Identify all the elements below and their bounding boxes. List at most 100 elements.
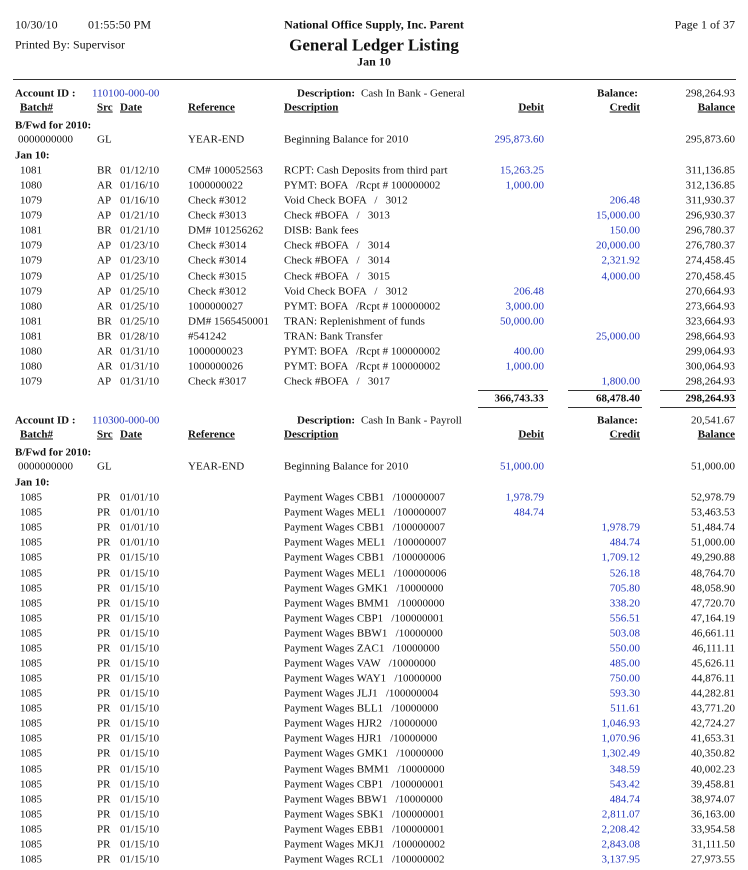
debit-cell: 400.00 — [513, 345, 544, 358]
debit-cell: 50,000.00 — [500, 315, 544, 328]
batch-cell: 1079 — [20, 375, 42, 388]
batch-cell: 1079 — [20, 254, 42, 267]
credit-cell: 503.08 — [609, 627, 640, 640]
account-id: 110100-000-00 — [92, 87, 160, 100]
total-rule — [660, 390, 736, 392]
total-rule — [568, 407, 642, 409]
debit-cell: 3,000.00 — [505, 300, 545, 313]
date-cell: 01/12/10 — [120, 164, 160, 177]
credit-cell: 15,000.00 — [596, 209, 640, 222]
credit-cell: 1,302.49 — [601, 747, 641, 760]
date-cell: 01/15/10 — [120, 808, 160, 821]
period-label: Jan 10: — [15, 476, 50, 489]
source-cell: PR — [97, 597, 111, 610]
date-cell: 01/15/10 — [120, 823, 160, 836]
source-cell: BR — [97, 224, 112, 237]
source-cell: AP — [97, 209, 112, 222]
date-cell: 01/21/10 — [120, 224, 160, 237]
credit-cell: 1,978.79 — [601, 521, 641, 534]
description-cell: DISB: Bank fees — [284, 224, 359, 237]
batch-cell: 1085 — [20, 672, 42, 685]
date-cell: 01/15/10 — [120, 551, 160, 564]
credit-cell: 484.74 — [609, 536, 640, 549]
date-cell: 01/16/10 — [120, 194, 160, 207]
date-cell: 01/15/10 — [120, 838, 160, 851]
balance-cell: 273,664.93 — [685, 300, 736, 313]
credit-cell: 1,709.12 — [601, 551, 641, 564]
balance-cell: 31,111.50 — [691, 838, 735, 851]
total-rule — [478, 390, 548, 392]
balance-cell: 49,290.88 — [691, 551, 735, 564]
description-cell: Payment Wages MEL1 /100000007 — [284, 536, 447, 549]
column-header: Batch# — [20, 101, 53, 114]
source-cell: PR — [97, 627, 111, 640]
debit-cell: 295,873.60 — [494, 133, 545, 146]
source-cell: PR — [97, 838, 111, 851]
date-cell: 01/15/10 — [120, 582, 160, 595]
description-cell: Payment Wages JLJ1 /100000004 — [284, 687, 439, 700]
date-cell: 01/31/10 — [120, 345, 160, 358]
batch-cell: 1085 — [20, 551, 42, 564]
description-cell: Payment Wages VAW /10000000 — [284, 657, 436, 670]
balance-label: Balance: — [597, 414, 638, 427]
source-cell: BR — [97, 315, 112, 328]
balance-cell: 43,771.20 — [691, 702, 735, 715]
description-cell: PYMT: BOFA /Rcpt # 100000002 — [284, 345, 441, 358]
balance-cell: 311,930.37 — [685, 194, 735, 207]
date-cell: 01/15/10 — [120, 672, 160, 685]
batch-cell: 1085 — [20, 521, 42, 534]
total-cell: 366,743.33 — [494, 392, 545, 405]
source-cell: GL — [97, 460, 112, 473]
company: National Office Supply, Inc. Parent — [284, 17, 464, 32]
date-cell: 01/01/10 — [120, 536, 160, 549]
total-rule — [660, 407, 736, 409]
credit-cell: 2,811.07 — [601, 808, 640, 821]
source-cell: PR — [97, 567, 111, 580]
description-cell: Payment Wages CBB1 /100000007 — [284, 491, 446, 504]
balance-cell: 44,876.11 — [691, 672, 735, 685]
description-cell: RCPT: Cash Deposits from third part — [284, 164, 448, 177]
description-cell: Payment Wages RCL1 /100000002 — [284, 853, 445, 866]
credit-cell: 511.61 — [610, 702, 640, 715]
balance-cell: 47,720.70 — [691, 597, 735, 610]
description-cell: Check #BOFA / 3014 — [284, 254, 390, 267]
batch-cell: 1079 — [20, 209, 42, 222]
description-label: Description: — [297, 87, 356, 100]
reference-cell: YEAR-END — [188, 133, 245, 146]
column-header: Date — [120, 428, 142, 441]
description-cell: Check #BOFA / 3013 — [284, 209, 390, 222]
description-cell: PYMT: BOFA /Rcpt # 100000002 — [284, 179, 441, 192]
source-cell: PR — [97, 672, 111, 685]
source-cell: PR — [97, 778, 111, 791]
balance-cell: 51,000.00 — [691, 536, 735, 549]
date-cell: 01/15/10 — [120, 717, 160, 730]
batch-cell: 1085 — [20, 763, 42, 776]
balance-cell: 48,764.70 — [691, 567, 735, 580]
reference-cell: YEAR-END — [188, 460, 245, 473]
date-cell: 01/15/10 — [120, 642, 160, 655]
balance-cell: 270,664.93 — [685, 285, 736, 298]
date-cell: 01/15/10 — [120, 687, 160, 700]
account-balance: 298,264.93 — [685, 87, 736, 100]
description-cell: Payment Wages CBP1 /100000001 — [284, 612, 444, 625]
description-cell: Payment Wages WAY1 /10000000 — [284, 672, 442, 685]
balance-cell: 39,458.81 — [691, 778, 735, 791]
reference-cell: 1000000023 — [188, 345, 243, 358]
debit-cell: 484.74 — [513, 506, 544, 519]
description-label: Description: — [297, 414, 356, 427]
reference-cell: Check #3013 — [188, 209, 247, 222]
credit-cell: 2,321.92 — [601, 254, 641, 267]
description-cell: TRAN: Replenishment of funds — [284, 315, 425, 328]
balance-cell: 27,973.55 — [691, 853, 735, 866]
date-cell: 01/21/10 — [120, 209, 160, 222]
balance-cell: 42,724.27 — [691, 717, 735, 730]
source-cell: PR — [97, 491, 111, 504]
description-cell: Void Check BOFA / 3012 — [284, 194, 408, 207]
source-cell: AR — [97, 179, 113, 192]
description-cell: TRAN: Bank Transfer — [284, 330, 383, 343]
debit-cell: 206.48 — [513, 285, 544, 298]
source-cell: PR — [97, 536, 111, 549]
source-cell: AP — [97, 270, 112, 283]
source-cell: PR — [97, 823, 111, 836]
column-header: Reference — [188, 101, 235, 114]
